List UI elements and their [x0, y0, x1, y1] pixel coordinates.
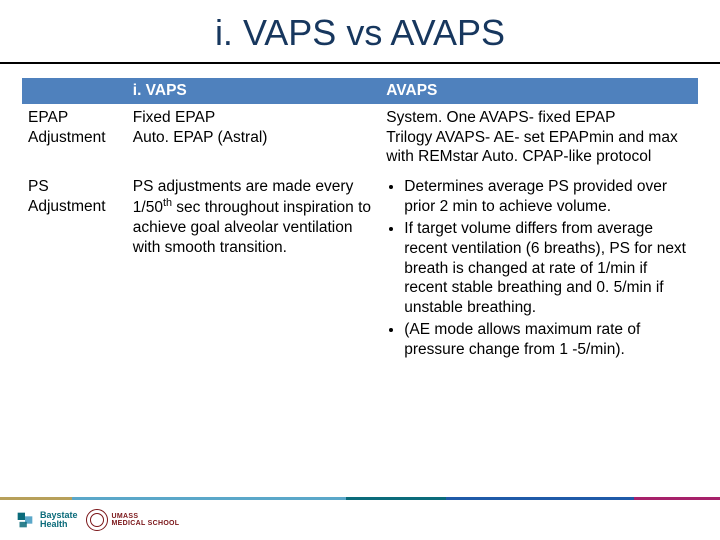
footer-logos: Baystate Health UMASS MEDICAL SCHOOL [0, 500, 720, 540]
cell-avaps-ps: Determines average PS provided over prio… [380, 173, 698, 367]
comparison-table: i. VAPS AVAPS EPAP Adjustment Fixed EPAP… [22, 78, 698, 368]
avaps-ps-bullets: Determines average PS provided over prio… [386, 177, 692, 359]
cell-line: System. One AVAPS- fixed EPAP [386, 108, 692, 128]
slide: i. VAPS vs AVAPS i. VAPS AVAPS EPAP Adju… [0, 0, 720, 540]
row-label: PS Adjustment [22, 173, 127, 367]
cell-line: Auto. EPAP (Astral) [133, 128, 375, 148]
logo-line: Health [40, 520, 78, 529]
table-row: PS Adjustment PS adjustments are made ev… [22, 173, 698, 367]
list-item: (AE mode allows maximum rate of pressure… [404, 320, 692, 360]
umass-seal-icon [86, 509, 108, 531]
baystate-icon [14, 509, 36, 531]
footer-seg [346, 497, 447, 500]
baystate-text: Baystate Health [40, 511, 78, 529]
title-underline [0, 62, 720, 64]
cell-ivaps-epap: Fixed EPAP Auto. EPAP (Astral) [127, 104, 381, 173]
umass-text: UMASS MEDICAL SCHOOL [112, 513, 180, 527]
baystate-logo: Baystate Health [14, 509, 78, 531]
footer-seg [634, 497, 720, 500]
cell-ivaps-ps: PS adjustments are made every 1/50th sec… [127, 173, 381, 367]
logo-line: UMASS [112, 513, 180, 520]
logo-line: MEDICAL SCHOOL [112, 520, 180, 527]
footer: Baystate Health UMASS MEDICAL SCHOOL [0, 497, 720, 540]
table-row: EPAP Adjustment Fixed EPAP Auto. EPAP (A… [22, 104, 698, 173]
table-header-avaps: AVAPS [380, 78, 698, 104]
table-header-blank [22, 78, 127, 104]
cell-line: Trilogy AVAPS- AE- set EPAPmin and max w… [386, 128, 692, 168]
cell-avaps-epap: System. One AVAPS- fixed EPAP Trilogy AV… [380, 104, 698, 173]
footer-color-bar [0, 497, 720, 500]
footer-seg [72, 497, 346, 500]
cell-line: PS adjustments are made every 1/50th sec… [133, 177, 375, 257]
table-header-ivaps: i. VAPS [127, 78, 381, 104]
cell-line: Fixed EPAP [133, 108, 375, 128]
footer-seg [0, 497, 72, 500]
slide-title: i. VAPS vs AVAPS [0, 12, 720, 54]
footer-seg [446, 497, 633, 500]
list-item: If target volume differs from average re… [404, 219, 692, 318]
umass-logo: UMASS MEDICAL SCHOOL [86, 509, 180, 531]
table-header-row: i. VAPS AVAPS [22, 78, 698, 104]
list-item: Determines average PS provided over prio… [404, 177, 692, 217]
title-region: i. VAPS vs AVAPS [0, 0, 720, 54]
comparison-table-wrap: i. VAPS AVAPS EPAP Adjustment Fixed EPAP… [22, 78, 698, 368]
row-label: EPAP Adjustment [22, 104, 127, 173]
